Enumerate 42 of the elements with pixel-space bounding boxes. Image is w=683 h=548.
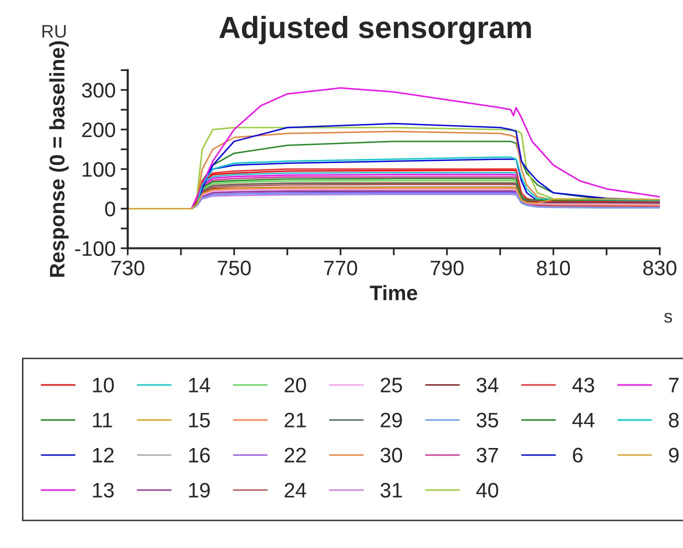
y-tick-label: -100 <box>75 241 116 256</box>
x-tick-label: 810 <box>536 260 570 276</box>
legend-label: 16 <box>189 448 210 463</box>
legend-label: 20 <box>284 378 306 392</box>
x-tick-label: 730 <box>111 260 144 276</box>
y-tick-label: 300 <box>82 82 116 98</box>
legend-label: 25 <box>380 378 402 392</box>
legend-label: 24 <box>284 482 306 498</box>
legend-label: 22 <box>284 448 306 462</box>
legend-label: 21 <box>284 412 306 428</box>
legend-label: 11 <box>93 412 112 428</box>
text: RU <box>42 25 66 38</box>
legend-label: 15 <box>189 412 210 428</box>
y-tick-label: 200 <box>82 122 116 138</box>
legend-label: 44 <box>572 412 594 428</box>
x-tick-label: 790 <box>430 260 464 276</box>
legend-label: 9 <box>668 448 679 463</box>
legend-label: 34 <box>476 378 498 392</box>
legend-label: 19 <box>189 482 210 498</box>
legend-label: 7 <box>669 378 679 392</box>
y-tick-label: 0 <box>105 202 116 216</box>
x-tick-label: 770 <box>324 260 358 276</box>
legend-label: 13 <box>93 482 114 498</box>
legend-label: 12 <box>93 448 114 462</box>
legend-label: 29 <box>380 412 402 428</box>
legend-label: 30 <box>380 448 402 463</box>
legend-label: 14 <box>189 378 210 392</box>
x-tick-label: 750 <box>218 260 251 276</box>
y-axis-title: Response (0 = baseline) <box>49 41 69 277</box>
text: s <box>664 312 672 323</box>
legend-label: 37 <box>476 448 498 463</box>
legend-label: 10 <box>93 378 114 392</box>
x-tick-label: 830 <box>643 260 676 276</box>
legend-label: 6 <box>572 448 583 463</box>
chart-title: Adjusted sensorgram <box>219 16 531 44</box>
legend-label: 43 <box>572 378 594 392</box>
legend-label: 31 <box>380 482 402 498</box>
y-tick-label: 100 <box>82 162 116 177</box>
legend-label: 8 <box>668 412 679 428</box>
x-axis-title: Time <box>370 285 418 300</box>
legend-label: 35 <box>476 412 498 428</box>
legend-label: 40 <box>476 482 498 498</box>
